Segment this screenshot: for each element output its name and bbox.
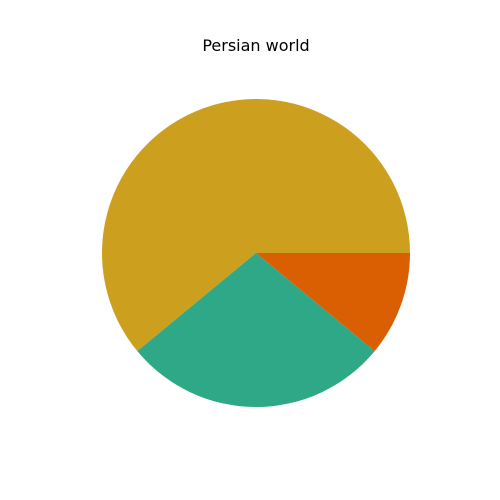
chart-title: Persian world [202, 36, 309, 55]
pie-slice-2 [137, 253, 375, 407]
pie-slices [101, 98, 410, 407]
pie-slice-3 [256, 253, 410, 352]
pie-slice-1 [101, 98, 410, 352]
